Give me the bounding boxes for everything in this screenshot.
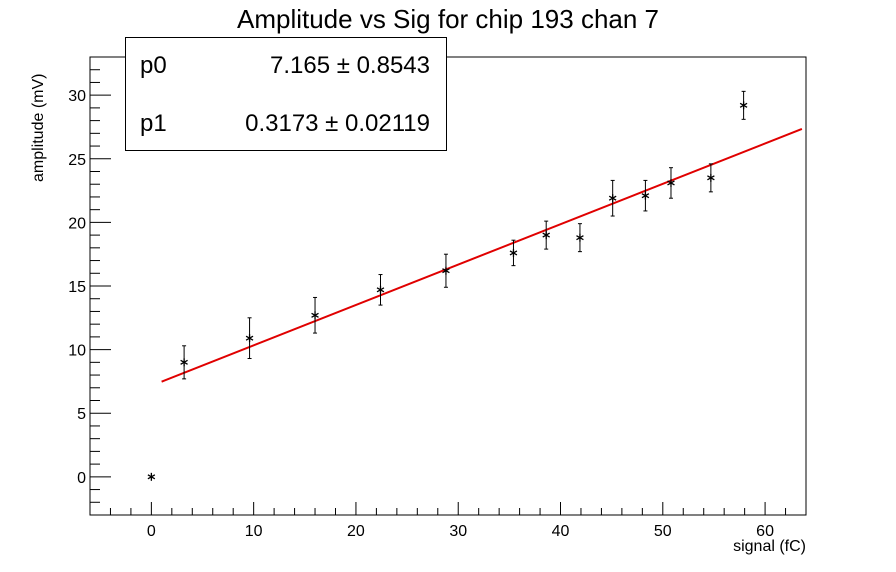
data-point xyxy=(739,101,748,110)
y-tick-label: 0 xyxy=(77,470,86,487)
y-tick-label: 10 xyxy=(68,343,86,360)
y-tick-label: 30 xyxy=(68,88,86,105)
x-tick-label: 0 xyxy=(147,523,156,540)
data-point xyxy=(608,194,617,203)
data-point xyxy=(707,173,715,182)
y-tick-label: 20 xyxy=(68,215,86,232)
data-point xyxy=(667,178,675,187)
fit-line xyxy=(161,128,803,383)
data-point xyxy=(376,285,385,294)
x-tick-label: 40 xyxy=(552,523,570,540)
x-tick-label: 30 xyxy=(449,523,467,540)
data-point xyxy=(509,248,518,257)
data-point xyxy=(311,311,319,320)
stat-p1-value: 0.3173 ± 0.02119 xyxy=(245,110,430,137)
y-tick-label: 5 xyxy=(77,406,86,423)
chart-title: Amplitude vs Sig for chip 193 chan 7 xyxy=(236,4,660,34)
data-point xyxy=(245,334,254,343)
x-tick-label: 50 xyxy=(654,523,672,540)
data-point xyxy=(180,358,188,367)
data-point xyxy=(542,231,550,240)
y-tick-label: 15 xyxy=(68,279,86,296)
fit-stats-box: p0 7.165 ± 0.8543 p1 0.3173 ± 0.02119 xyxy=(125,37,447,151)
stat-p1-name: p1 xyxy=(140,110,167,137)
stat-p0-value: 7.165 ± 0.8543 xyxy=(270,52,430,79)
y-axis-label: amplitude (mV) xyxy=(30,73,47,182)
x-tick-label: 10 xyxy=(245,523,263,540)
data-point xyxy=(641,191,650,200)
stat-p0-name: p0 xyxy=(140,52,167,79)
x-tick-label: 60 xyxy=(756,523,774,540)
data-point xyxy=(442,266,450,275)
x-tick-label: 20 xyxy=(347,523,365,540)
data-point xyxy=(147,472,156,481)
data-point xyxy=(576,233,584,242)
y-tick-label: 25 xyxy=(68,152,86,169)
x-axis-label: signal (fC) xyxy=(733,538,806,555)
